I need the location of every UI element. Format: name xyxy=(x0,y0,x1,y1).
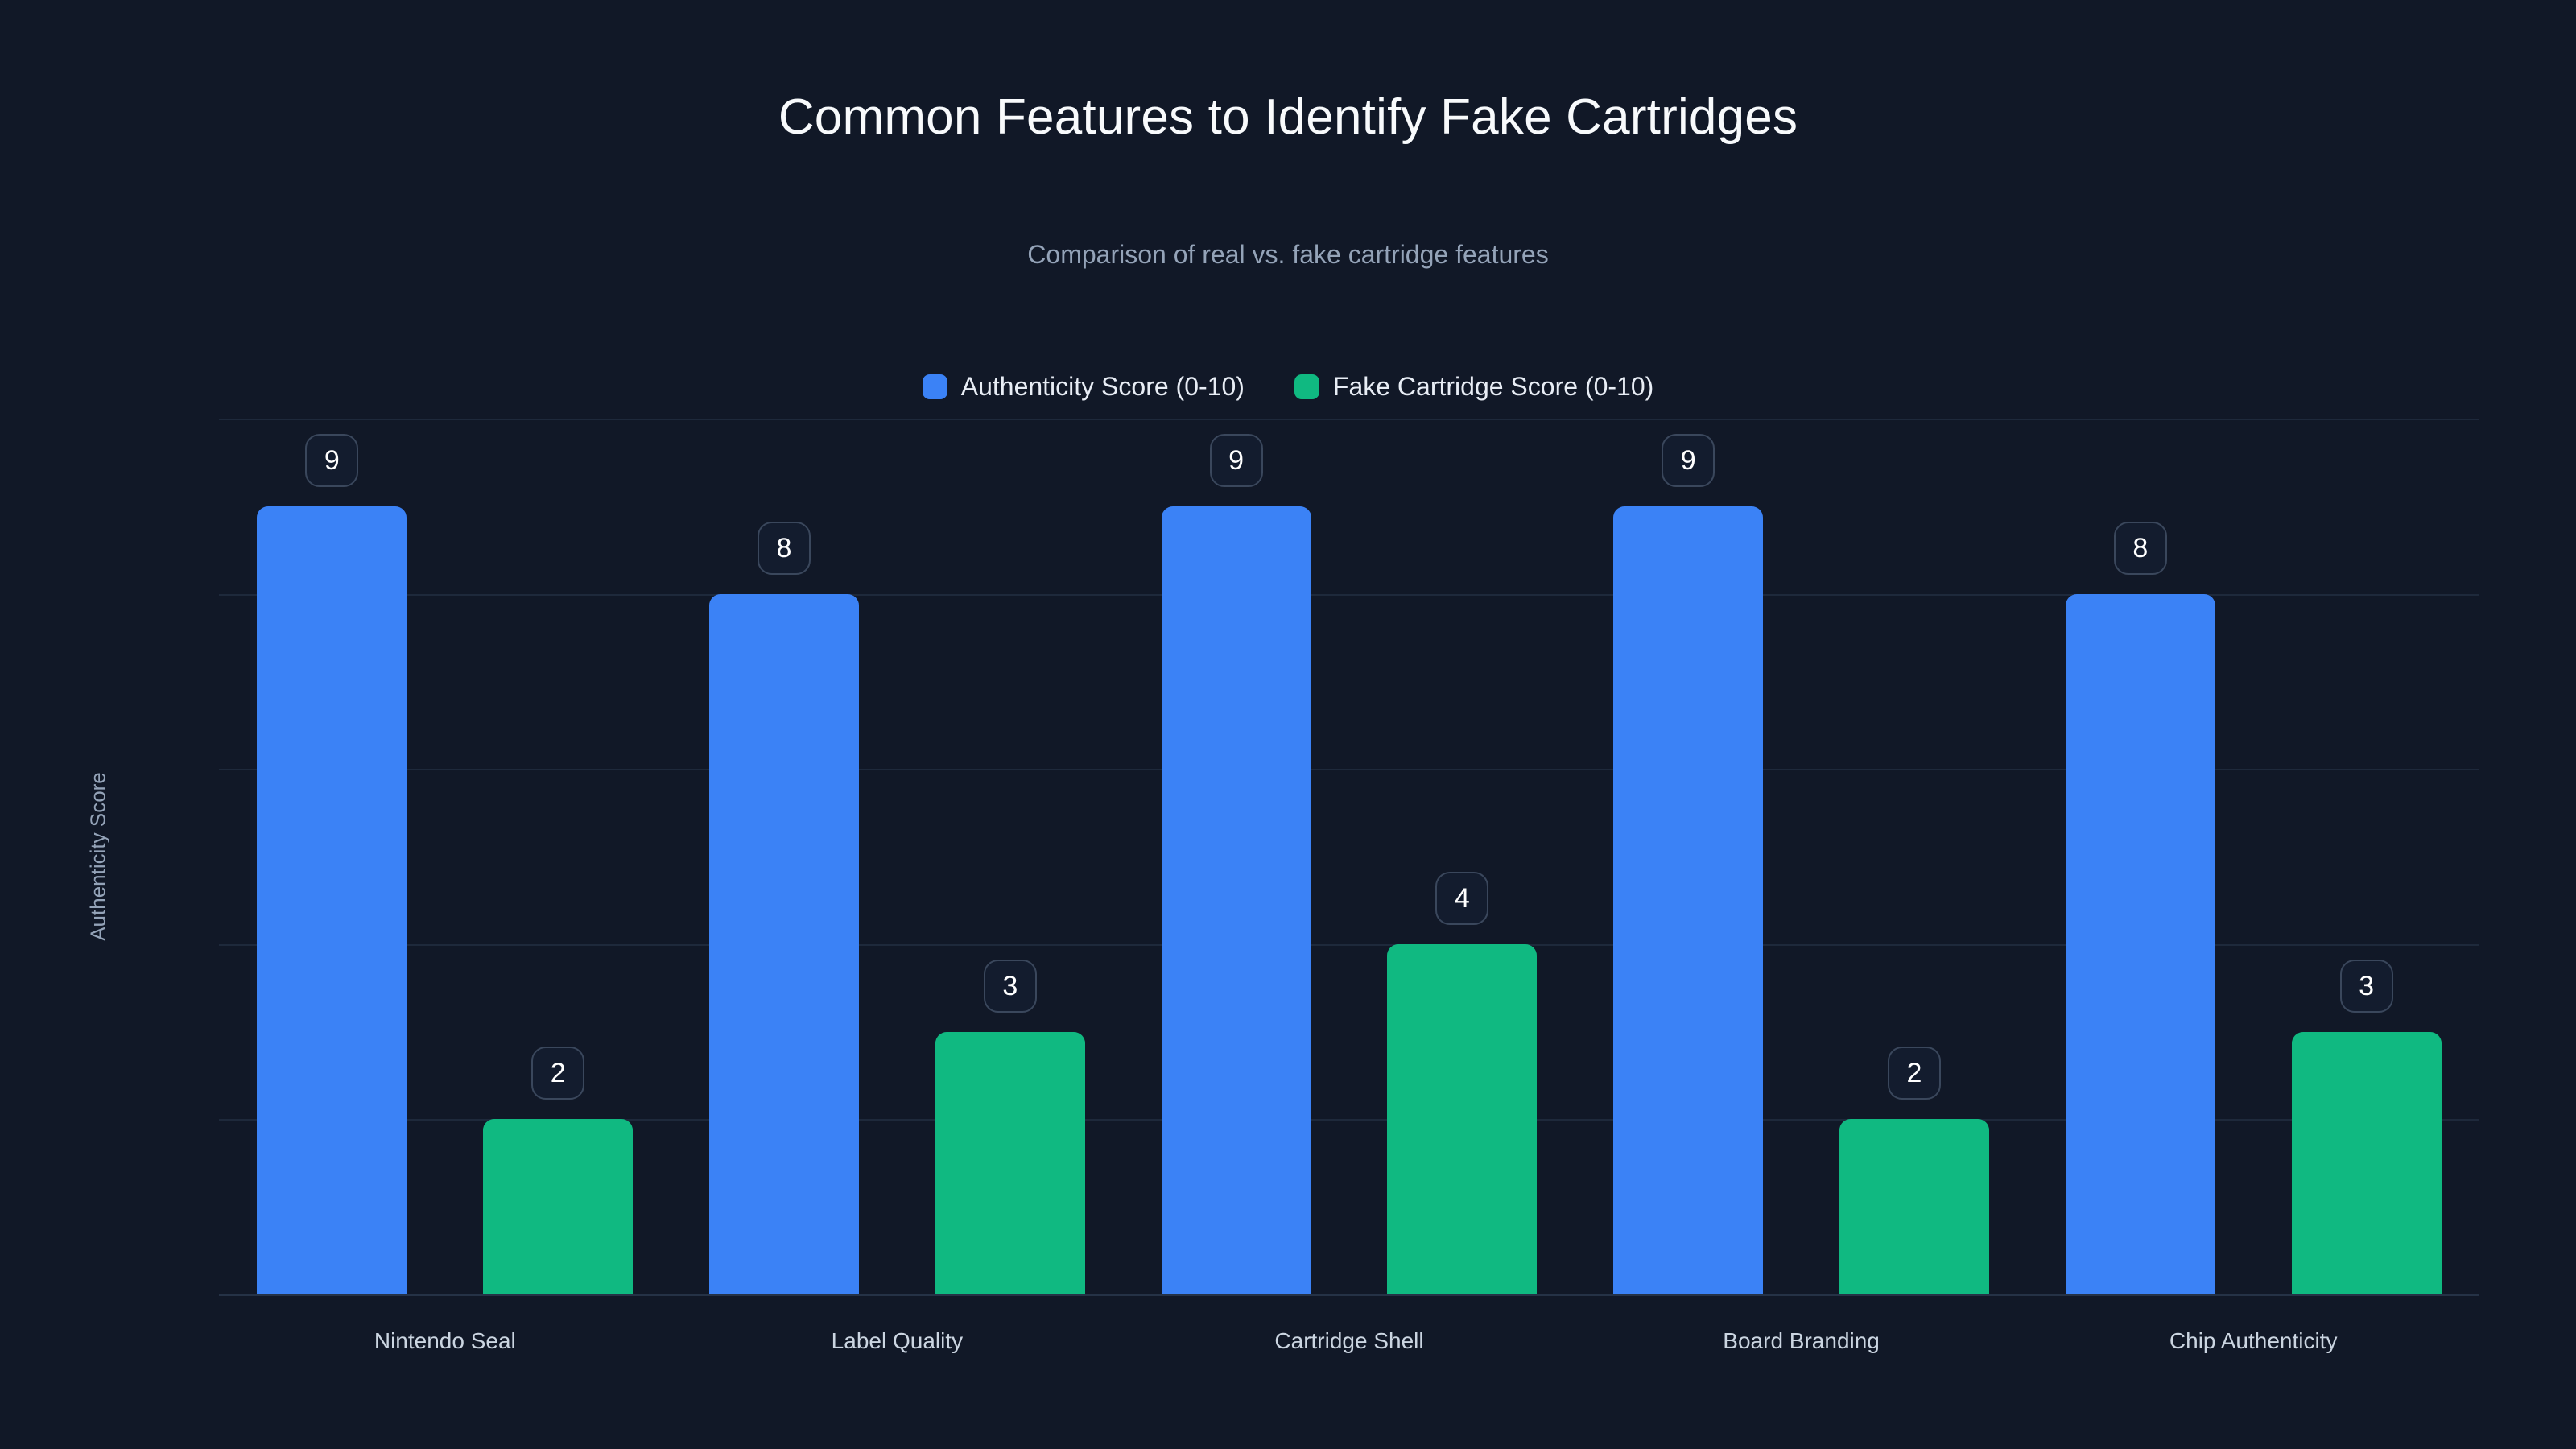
bar-slot: 3 xyxy=(2253,419,2479,1294)
value-badge: 3 xyxy=(2339,959,2393,1013)
x-axis-label-0: Nintendo Seal xyxy=(374,1328,516,1353)
value-badge: 4 xyxy=(1435,871,1489,925)
value-badge: 8 xyxy=(2113,521,2167,575)
bar-real-2[interactable]: 9 xyxy=(1161,433,1311,1294)
value-badge: 8 xyxy=(757,521,811,575)
value-badge: 9 xyxy=(305,433,359,487)
legend-label: Fake Cartridge Score (0-10) xyxy=(1332,372,1654,401)
gridline-2 xyxy=(219,1119,2479,1121)
gridline-8 xyxy=(219,593,2479,596)
bar-fake-3[interactable]: 2 xyxy=(1839,1046,1989,1294)
value-badge: 9 xyxy=(1662,433,1715,487)
bar-slot: 8 xyxy=(671,419,898,1294)
bar-slot: 9 xyxy=(1575,419,1802,1294)
bar-fake-1[interactable]: 3 xyxy=(935,959,1085,1294)
x-axis-label-2: Cartridge Shell xyxy=(1274,1328,1424,1353)
legend-swatch-icon xyxy=(1294,374,1319,399)
bar-slot: 3 xyxy=(897,419,1123,1294)
x-axis-label-1: Label Quality xyxy=(831,1328,964,1353)
value-badge: 2 xyxy=(531,1046,585,1100)
bar-slot: 2 xyxy=(445,419,671,1294)
legend-swatch-icon xyxy=(922,374,947,399)
bar-fake-0[interactable]: 2 xyxy=(483,1046,634,1294)
value-badge: 2 xyxy=(1887,1046,1941,1100)
gridline-0 xyxy=(219,1294,2479,1296)
y-axis-title: Authenticity Score xyxy=(85,772,110,941)
bar-real-1[interactable]: 8 xyxy=(708,521,859,1294)
legend-item-0[interactable]: Authenticity Score (0-10) xyxy=(922,372,1245,402)
gridline-6 xyxy=(219,769,2479,771)
x-axis-label-3: Board Branding xyxy=(1723,1328,1880,1353)
bar-real-0[interactable]: 9 xyxy=(257,433,407,1294)
page-title: Common Features to Identify Fake Cartrid… xyxy=(778,89,1798,145)
bar-slot: 4 xyxy=(1349,419,1575,1294)
y-axis-ticks: 0246810 xyxy=(0,419,1,1294)
gridline-10 xyxy=(219,419,2479,420)
value-badge: 9 xyxy=(1209,433,1263,487)
chart-legend: Authenticity Score (0-10) Fake Cartridge … xyxy=(0,372,2576,402)
chart-subtitle: Comparison of real vs. fake cartridge fe… xyxy=(1027,240,1549,269)
legend-label: Authenticity Score (0-10) xyxy=(960,372,1245,401)
bar-slot: 9 xyxy=(1123,419,1349,1294)
bar-slot: 9 xyxy=(219,419,445,1294)
bar-slot: 2 xyxy=(1802,419,2028,1294)
bar-real-4[interactable]: 8 xyxy=(2065,521,2215,1294)
legend-item-1[interactable]: Fake Cartridge Score (0-10) xyxy=(1294,372,1653,402)
gridline-4 xyxy=(219,943,2479,946)
bar-real-3[interactable]: 9 xyxy=(1613,433,1764,1294)
bar-fake-2[interactable]: 4 xyxy=(1387,871,1538,1294)
x-axis-label-4: Chip Authenticity xyxy=(2169,1328,2338,1353)
value-badge: 3 xyxy=(983,959,1037,1013)
bar-slot: 8 xyxy=(2027,419,2253,1294)
bar-fake-4[interactable]: 3 xyxy=(2291,959,2442,1294)
